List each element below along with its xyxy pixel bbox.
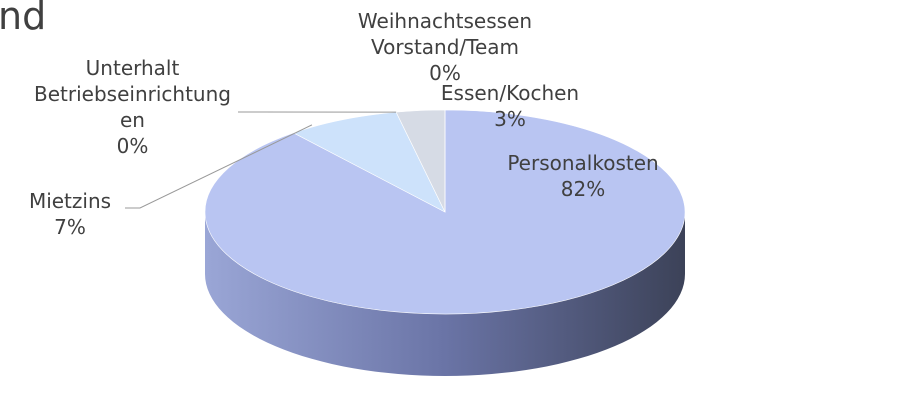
slice-value: 7% xyxy=(54,215,86,239)
slice-name: Essen/Kochen xyxy=(440,81,580,105)
slice-label: Weihnachtsessen Vorstand/Team 0% xyxy=(330,8,560,86)
slice-name: Unterhalt Betriebseinrichtungen xyxy=(34,56,231,132)
slice-name: Mietzins xyxy=(28,189,112,213)
pie-side xyxy=(205,212,685,376)
slice-label: Personalkosten 82% xyxy=(483,150,683,202)
slice-value: 82% xyxy=(560,177,606,201)
slice-value: 0% xyxy=(429,61,461,85)
slice-value: 3% xyxy=(494,107,526,131)
slice-label: Essen/Kochen 3% xyxy=(410,80,610,132)
slice-name: Weihnachtsessen Vorstand/Team xyxy=(357,9,533,59)
leader-line xyxy=(125,124,313,209)
slice-label: Mietzins 7% xyxy=(10,188,130,240)
chart-title: nd xyxy=(0,0,47,38)
slice-name: Personalkosten xyxy=(507,151,659,175)
slice-label: Unterhalt Betriebseinrichtungen 0% xyxy=(30,55,235,159)
slice-value: 0% xyxy=(116,134,149,158)
